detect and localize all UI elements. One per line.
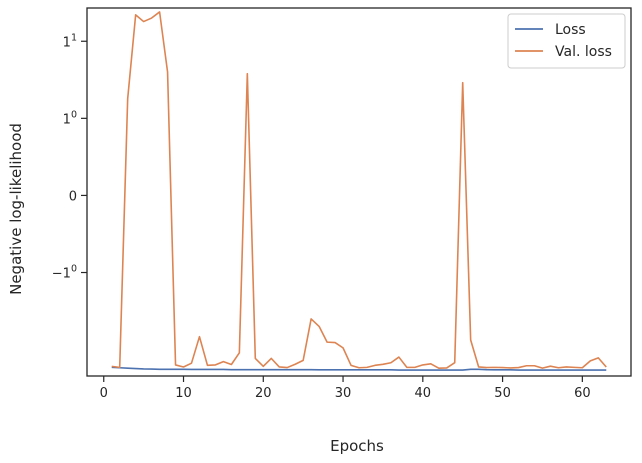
series-line-loss (111, 366, 607, 371)
x-tick-label: 50 (494, 386, 511, 401)
series-layer (111, 11, 607, 371)
x-tick-label: 20 (255, 386, 272, 401)
plot-area (86, 7, 632, 377)
x-tick-label: 60 (574, 386, 591, 401)
legend: Loss Val. loss (507, 13, 626, 69)
ticks-layer: 0 10 20 30 40 50 60 −10 0 10 11 (52, 32, 591, 401)
y-tick-label: 10 (63, 109, 77, 127)
axes-frame (86, 7, 632, 377)
y-axis-label: Negative log-likelihood (7, 123, 25, 295)
x-tick-label: 10 (175, 386, 192, 401)
y-tick-label: −10 (52, 264, 77, 282)
y-tick-label: 11 (63, 32, 77, 50)
x-tick-label: 40 (415, 386, 432, 401)
x-axis-label: Epochs (330, 437, 384, 455)
y-tick-label: 0 (69, 189, 77, 204)
legend-label-val-loss: Val. loss (555, 44, 612, 60)
x-tick-label: 30 (335, 386, 352, 401)
x-tick-label: 0 (100, 386, 108, 401)
series-line-val-loss (111, 11, 607, 369)
legend-label-loss: Loss (555, 22, 586, 38)
legend-box (507, 13, 626, 69)
